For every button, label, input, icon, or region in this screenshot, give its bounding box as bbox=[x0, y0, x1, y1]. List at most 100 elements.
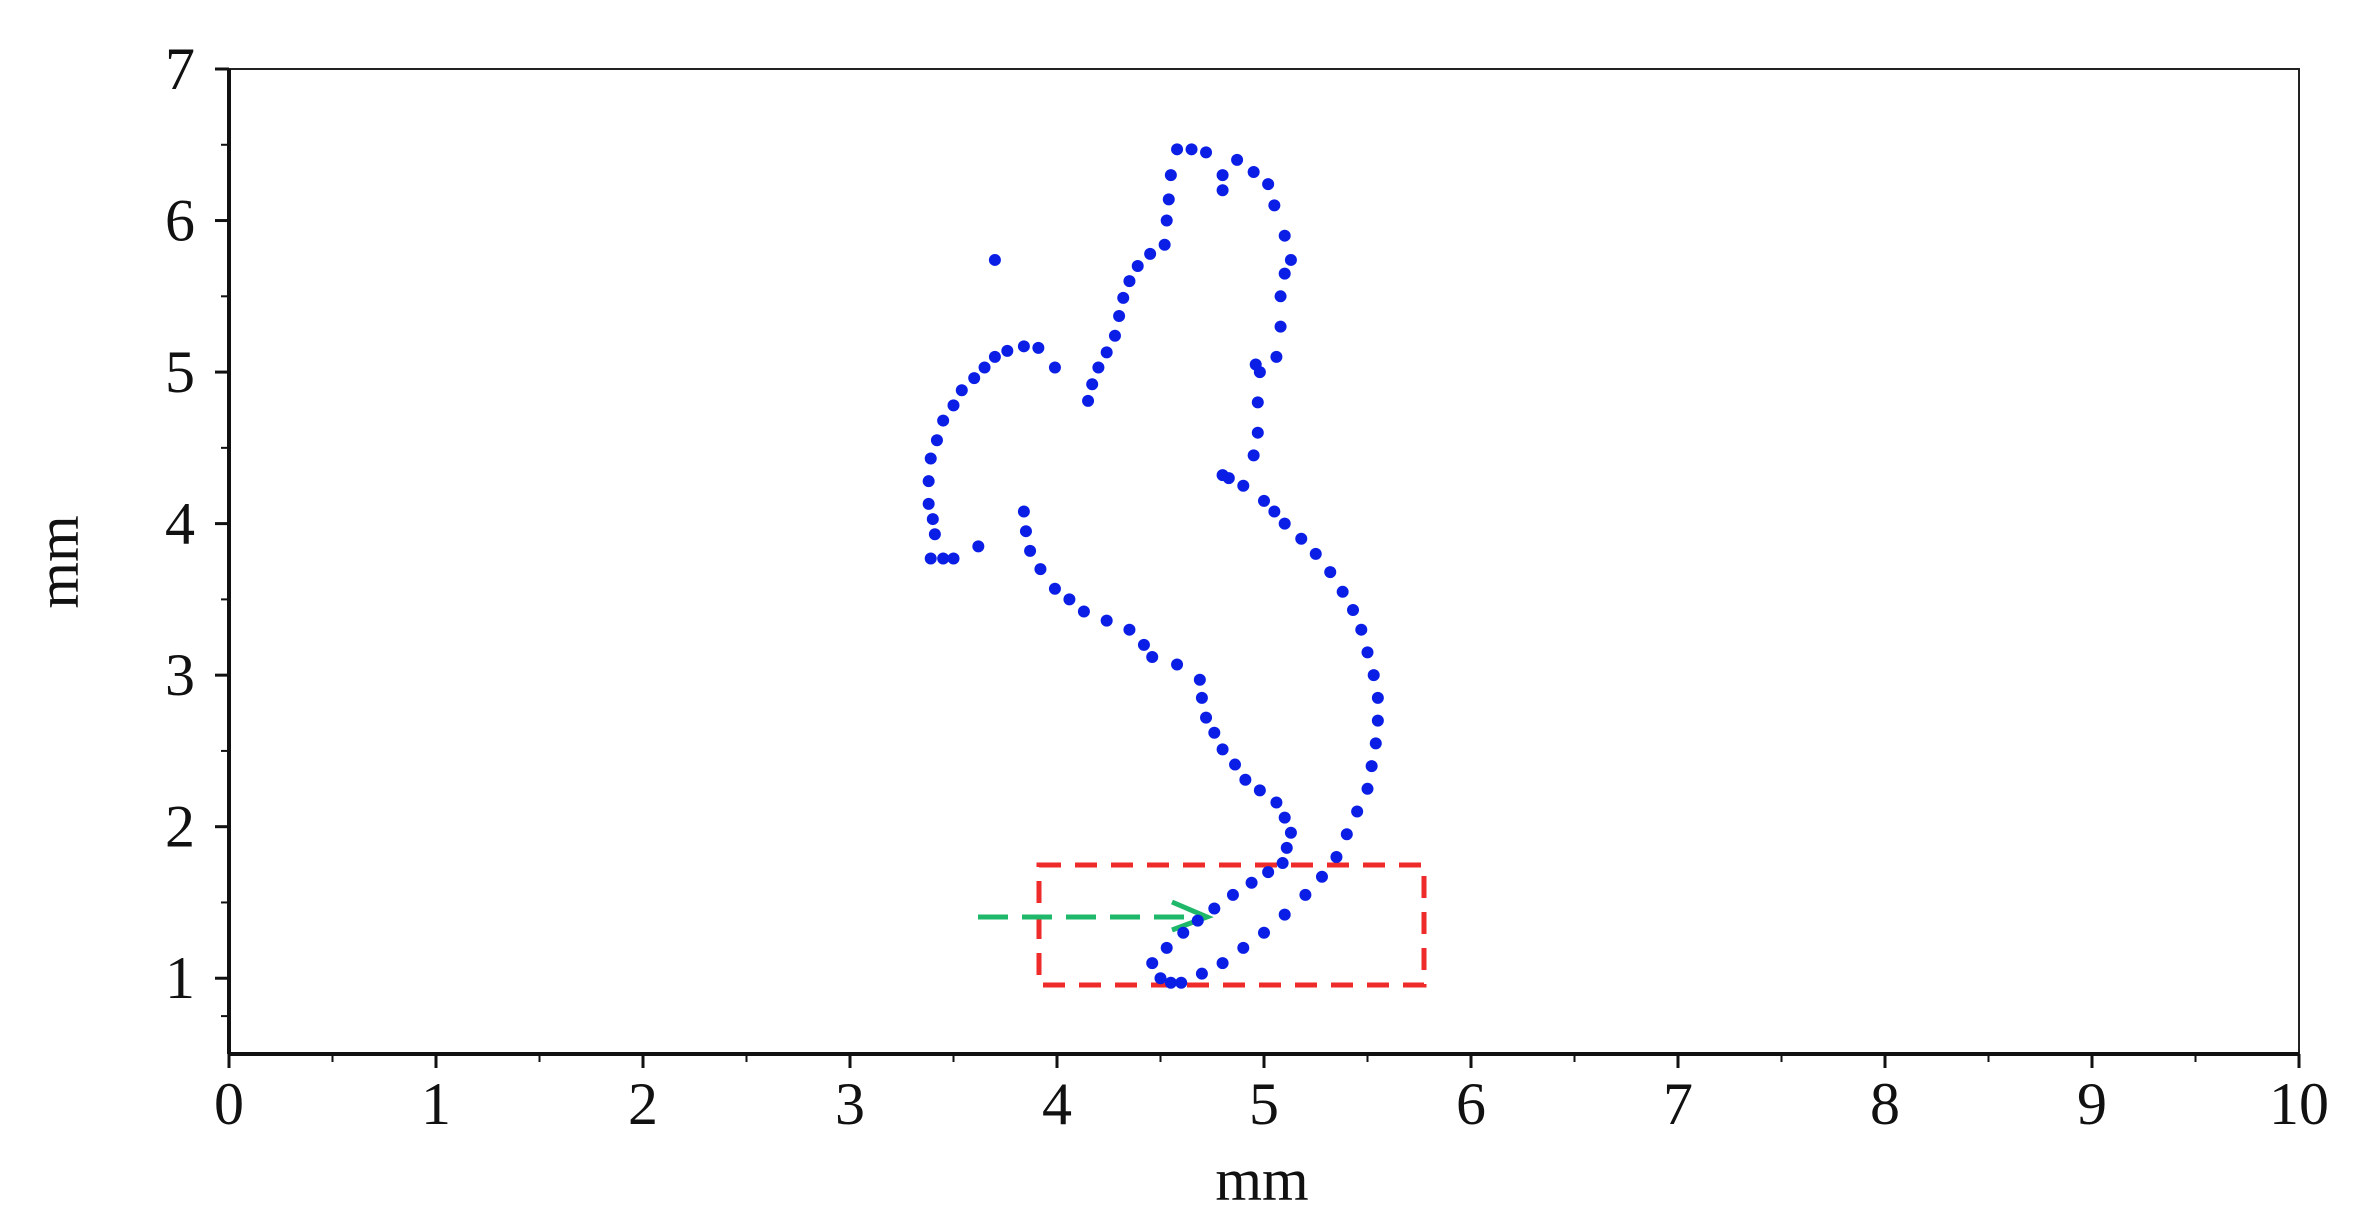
x-tick-label: 3 bbox=[835, 1071, 865, 1137]
point bbox=[1154, 972, 1167, 985]
point bbox=[1019, 525, 1032, 538]
point bbox=[1063, 593, 1076, 606]
point bbox=[937, 414, 950, 427]
point bbox=[968, 372, 981, 385]
point bbox=[1278, 908, 1291, 921]
point bbox=[1253, 784, 1266, 797]
x-tick-label: 7 bbox=[1663, 1071, 1693, 1137]
point bbox=[1278, 517, 1291, 530]
point bbox=[1193, 673, 1206, 686]
point bbox=[924, 552, 937, 565]
point bbox=[1137, 638, 1150, 651]
point bbox=[1284, 826, 1297, 839]
point bbox=[1237, 941, 1250, 954]
x-tick-label: 8 bbox=[1870, 1071, 1900, 1137]
point bbox=[928, 528, 941, 541]
point bbox=[1237, 479, 1250, 492]
point bbox=[1229, 758, 1242, 771]
y-tick-label: 1 bbox=[165, 945, 195, 1011]
point bbox=[1371, 691, 1384, 704]
x-tick-label: 1 bbox=[421, 1071, 451, 1137]
point bbox=[1245, 876, 1258, 889]
point bbox=[1361, 646, 1374, 659]
point bbox=[1017, 340, 1030, 353]
point bbox=[1086, 378, 1099, 391]
point bbox=[1231, 153, 1244, 166]
highlight-box bbox=[1036, 862, 1427, 988]
point bbox=[1034, 563, 1047, 576]
point bbox=[1216, 957, 1229, 970]
point bbox=[937, 552, 950, 565]
point bbox=[1077, 605, 1090, 618]
point bbox=[1100, 614, 1113, 627]
point bbox=[1092, 361, 1105, 374]
point bbox=[1032, 341, 1045, 354]
point bbox=[1355, 623, 1368, 636]
y-axis-label: mm bbox=[25, 515, 91, 608]
point bbox=[1262, 866, 1275, 879]
arrow bbox=[978, 899, 1214, 933]
x-tick-label: 2 bbox=[628, 1071, 658, 1137]
point bbox=[947, 552, 960, 565]
x-tick-label: 5 bbox=[1249, 1071, 1279, 1137]
point bbox=[1274, 320, 1287, 333]
point bbox=[988, 350, 1001, 363]
point bbox=[1177, 926, 1190, 939]
point bbox=[978, 361, 991, 374]
point bbox=[1144, 247, 1157, 260]
x-tick-label: 0 bbox=[214, 1071, 244, 1137]
point bbox=[1160, 214, 1173, 227]
x-tick-label: 9 bbox=[2077, 1071, 2107, 1137]
point bbox=[1208, 902, 1221, 915]
y-tick-label: 3 bbox=[165, 642, 195, 708]
x-tick-label: 6 bbox=[1456, 1071, 1486, 1137]
y-tick-label: 7 bbox=[165, 36, 195, 102]
point bbox=[1268, 199, 1281, 212]
point bbox=[1048, 582, 1061, 595]
point bbox=[1340, 828, 1353, 841]
point bbox=[1171, 658, 1184, 671]
point bbox=[1247, 449, 1260, 462]
point bbox=[1258, 926, 1270, 939]
point bbox=[1131, 260, 1144, 272]
point bbox=[1347, 603, 1360, 616]
point bbox=[1108, 329, 1121, 342]
point bbox=[972, 540, 985, 553]
point bbox=[1200, 146, 1213, 159]
point bbox=[1270, 796, 1283, 809]
point bbox=[1258, 494, 1270, 507]
point bbox=[1216, 184, 1229, 197]
point bbox=[1262, 178, 1275, 191]
point bbox=[1146, 957, 1159, 970]
point bbox=[1268, 505, 1281, 518]
point bbox=[1371, 714, 1384, 727]
point bbox=[1024, 544, 1037, 557]
point bbox=[1249, 358, 1262, 371]
point bbox=[924, 452, 937, 465]
point bbox=[1195, 967, 1208, 980]
x-axis-label: mm bbox=[1215, 1147, 1308, 1213]
point bbox=[1330, 851, 1343, 863]
point bbox=[1309, 547, 1322, 560]
point bbox=[1226, 888, 1239, 901]
point bbox=[1247, 166, 1260, 179]
point bbox=[1324, 566, 1337, 579]
point bbox=[1365, 760, 1378, 773]
point bbox=[1239, 773, 1252, 786]
point bbox=[955, 384, 968, 397]
x-tick-label: 4 bbox=[1042, 1071, 1072, 1137]
point bbox=[1160, 941, 1173, 954]
y-tick-label: 2 bbox=[165, 794, 195, 860]
y-tick-label: 6 bbox=[165, 188, 195, 254]
point bbox=[1369, 737, 1382, 750]
point bbox=[1117, 291, 1130, 304]
point bbox=[1216, 169, 1229, 182]
plot-frame bbox=[228, 68, 2300, 1055]
point bbox=[1251, 396, 1264, 409]
point bbox=[1367, 669, 1380, 682]
x-tick-label: 10 bbox=[2269, 1071, 2329, 1137]
point bbox=[1274, 290, 1287, 303]
point bbox=[1295, 532, 1308, 545]
